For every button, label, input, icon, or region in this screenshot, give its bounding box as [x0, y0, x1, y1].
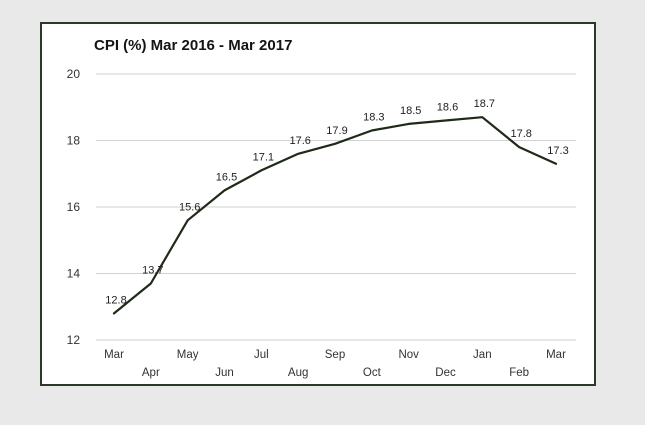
x-tick-label: Aug [288, 367, 308, 379]
y-tick-label: 16 [67, 200, 81, 214]
data-label: 17.6 [289, 135, 310, 147]
chart-title: CPI (%) Mar 2016 - Mar 2017 [94, 37, 292, 54]
y-tick-label: 20 [67, 67, 81, 81]
x-tick-label: Feb [509, 367, 529, 379]
y-tick-label: 18 [67, 134, 81, 148]
data-label: 18.6 [437, 102, 458, 114]
data-label: 18.5 [400, 105, 421, 117]
data-label: 13.7 [142, 264, 163, 276]
data-label: 15.6 [179, 201, 200, 213]
x-tick-label: Mar [104, 349, 124, 361]
data-label: 18.3 [363, 112, 384, 124]
x-tick-label: May [177, 349, 199, 361]
line-chart: CPI (%) Mar 2016 - Mar 2017 12 14 16 18 20 M… [67, 37, 576, 379]
data-label: 16.5 [216, 171, 237, 183]
data-label: 17.3 [547, 145, 568, 157]
cpi-series-line [112, 116, 558, 315]
chart-frame: CPI (%) Mar 2016 - Mar 2017 12 14 16 18 20 M… [40, 22, 596, 386]
x-tick-label: Jul [254, 349, 269, 361]
x-tick-label: Dec [435, 367, 456, 379]
x-tick-label: Apr [142, 367, 160, 379]
data-label: 18.7 [474, 98, 495, 110]
y-tick-label: 12 [67, 333, 81, 347]
x-tick-label: Jan [473, 349, 492, 361]
data-label: 12.8 [105, 294, 126, 306]
data-label: 17.8 [510, 128, 531, 140]
x-tick-label: Mar [546, 349, 566, 361]
x-tick-label: Jun [215, 367, 234, 379]
y-tick-label: 14 [67, 267, 81, 281]
x-tick-label: Nov [398, 349, 419, 361]
data-label: 17.1 [253, 151, 274, 163]
data-label: 17.9 [326, 125, 347, 137]
x-tick-label: Sep [325, 349, 345, 361]
x-tick-label: Oct [363, 367, 382, 379]
